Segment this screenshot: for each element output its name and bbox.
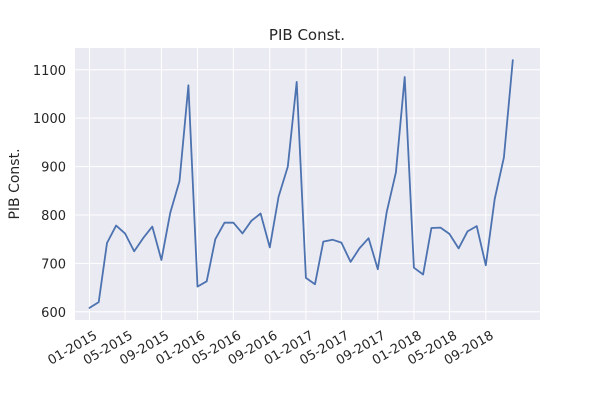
y-tick-label: 1000 [33,112,66,127]
y-axis-label: PIB Const. [7,148,23,219]
y-tick-label: 600 [41,306,66,321]
y-tick-label: 800 [41,209,66,224]
series-layer [88,59,514,309]
y-tick-label: 700 [41,257,66,272]
y-gridlines [75,69,540,313]
plot-area [75,48,540,320]
y-tick-label: 900 [41,161,66,176]
y-tick-labels: 600 700 800 900 1000 1100 [33,64,66,321]
y-tick-label: 1100 [33,64,66,79]
x-tick-labels: 01-201505-201509-201501-201605-201609-20… [46,328,497,368]
series-line-0 [88,59,514,309]
chart-title: PIB Const. [269,26,345,44]
